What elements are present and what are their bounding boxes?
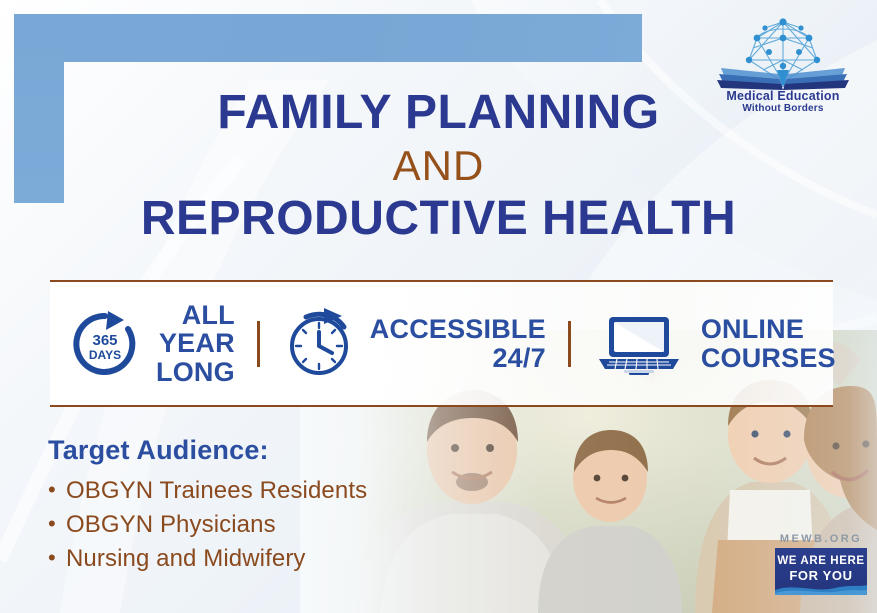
icon-days-text: DAYS (89, 348, 121, 362)
badge-box: WE ARE HERE FOR YOU (775, 548, 867, 595)
target-audience-heading: Target Audience: (48, 435, 269, 465)
feature-accessible-247: ACCESSIBLE 24/7 (282, 282, 546, 405)
audience-item-label: OBGYN Physicians (66, 511, 276, 539)
audience-item-label: Nursing and Midwifery (66, 545, 306, 573)
network-book-logo-icon (717, 18, 849, 90)
target-audience-block: Target Audience: • OBGYN Trainees Reside… (48, 435, 478, 576)
feature-online-courses: ONLINE COURSES (591, 282, 836, 405)
badge-wave-decoration (775, 585, 867, 595)
feature-label-all-year-long: ALL YEAR LONG (156, 300, 235, 387)
bullet-icon: • (48, 511, 56, 537)
feature-divider-1 (256, 320, 260, 367)
list-item: • OBGYN Physicians (48, 508, 478, 542)
feature-strip: 365 DAYS ALL YEAR LONG (50, 280, 836, 407)
badge-url-text: MEWB.ORG (779, 533, 863, 545)
title-line-2-and: AND (392, 141, 485, 189)
title-line-3: REPRODUCTIVE HEALTH (140, 192, 737, 246)
logo-name-line-2: Without Borders (742, 103, 824, 115)
organization-logo: Medical Education Without Borders (713, 8, 853, 120)
badge-line-1: WE ARE HERE (777, 555, 865, 567)
page-title: FAMILY PLANNING AND REPRODUCTIVE HEALTH (0, 86, 877, 246)
feature-label-accessible-247: ACCESSIBLE 24/7 (369, 314, 546, 373)
feature-label-online-courses: ONLINE COURSES (700, 314, 836, 373)
title-line-1: FAMILY PLANNING (217, 86, 660, 139)
feature-all-year-long: 365 DAYS ALL YEAR LONG (50, 282, 235, 405)
clock-arrow-icon (289, 307, 348, 375)
bullet-icon: • (48, 477, 56, 502)
icon-365-text: 365 (92, 332, 117, 349)
list-item: • OBGYN Trainees Residents (48, 474, 478, 508)
badge-line-2: FOR YOU (789, 568, 853, 584)
bullet-icon: • (48, 545, 56, 571)
logo-name-line-1: Medical Education (726, 89, 840, 103)
strip-top-rule (50, 280, 833, 282)
365-days-circular-arrow-icon: 365 DAYS (73, 310, 136, 375)
audience-item-label: OBGYN Trainees Residents (66, 477, 368, 504)
laptop-icon (598, 316, 679, 375)
list-item: • Nursing and Midwifery (48, 542, 478, 576)
website-badge[interactable]: MEWB.ORG WE ARE HERE FOR YOU (775, 533, 867, 595)
strip-bottom-rule (50, 405, 833, 407)
feature-divider-2 (567, 320, 571, 367)
